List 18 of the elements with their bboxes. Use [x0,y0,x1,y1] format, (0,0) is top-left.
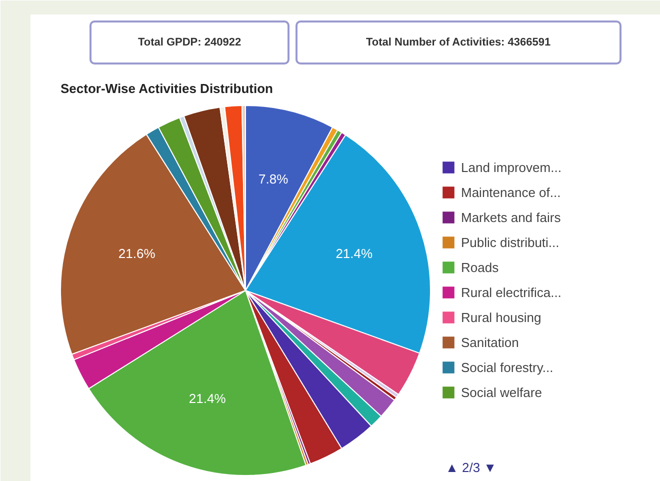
text: Total GPDP: 240922 [138,36,242,48]
legend-label: Land improvem... [461,160,562,174]
legend-label: Markets and fairs [461,210,561,224]
legend-label: Rural electrifica... [461,284,562,300]
text: Total Number of Activities: 4366591 [366,36,551,48]
legend-label: Sanitation [461,334,519,350]
data-label: 21.6% [118,246,156,262]
legend-label: Public distributi... [461,234,560,250]
data-label: 21.4% [188,391,226,406]
text: ▲ 2/3 ▼ [446,460,497,475]
legend-label: Social forestry... [461,360,554,374]
legend-label: Rural housing [461,310,542,324]
legend-label: Roads [461,260,499,274]
legend-label: Maintenance of... [461,184,561,200]
data-label: 21.4% [336,246,374,262]
chart-title: Sector-Wise Activities Distribution [60,81,274,96]
legend-label: Social welfare [461,384,542,400]
data-label: 7.8% [258,172,289,187]
